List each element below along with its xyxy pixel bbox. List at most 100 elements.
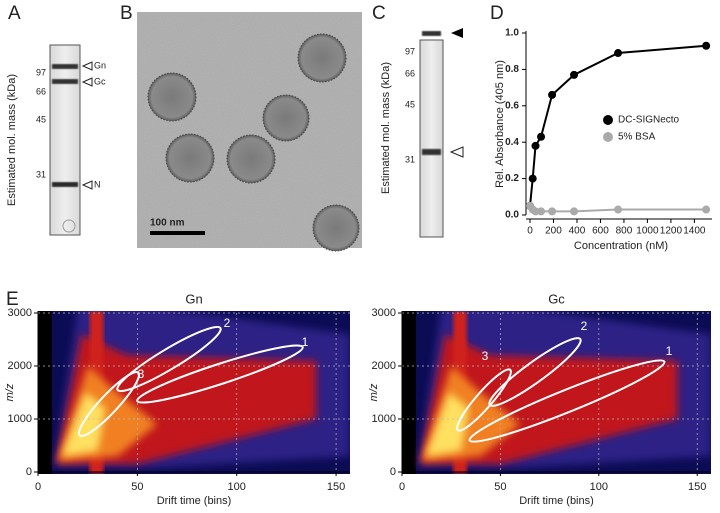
- marker-label: 31: [36, 169, 46, 179]
- data-point: [548, 207, 557, 216]
- marker-label: 66: [405, 68, 415, 78]
- x-tick-label: 150: [688, 481, 706, 493]
- y-tick-label: 0.0: [505, 210, 519, 221]
- region-label: 2: [224, 316, 231, 330]
- data-point: [614, 205, 623, 214]
- virion: [147, 72, 197, 122]
- x-axis-label: Concentration (nM): [574, 240, 668, 252]
- heatmap-dark: [38, 311, 52, 474]
- region-outline: [468, 359, 666, 443]
- heatmap-peak: [425, 392, 469, 457]
- heatmap-peak: [61, 392, 106, 457]
- y-axis-label: Rel. Absorbance (405 nm): [494, 60, 506, 188]
- legend-marker: [603, 115, 613, 125]
- series-line: [529, 44, 707, 206]
- marker-label: 97: [36, 67, 46, 77]
- region-outline: [136, 344, 304, 404]
- data-point: [614, 49, 623, 58]
- legend-marker: [603, 132, 613, 142]
- virion: [165, 133, 215, 183]
- x-tick-label: 400: [569, 226, 586, 237]
- chart-title: Gc: [548, 291, 565, 306]
- marker-label: 97: [405, 46, 415, 56]
- marker-label: 45: [405, 99, 415, 109]
- heatmap-dark: [402, 311, 416, 474]
- panel-letter: B: [120, 3, 133, 24]
- data-point: [537, 132, 546, 141]
- scale-bar-label: 100 nm: [150, 218, 185, 229]
- y-tick-label: 0.2: [505, 173, 519, 184]
- region-label: 2: [581, 319, 588, 333]
- region-label: 3: [138, 367, 145, 381]
- y-tick-label: 0: [26, 466, 32, 478]
- marker-label: 66: [36, 86, 46, 96]
- x-tick-label: 100: [590, 481, 608, 493]
- axis-label: Estimated mol. mass (kDa): [380, 62, 392, 194]
- x-tick-label: 0: [35, 481, 41, 493]
- region-label: 1: [302, 335, 309, 349]
- panel-letter: D: [490, 3, 504, 24]
- y-tick-label: 0: [390, 466, 396, 478]
- x-axis-label: Drift time (bins): [519, 495, 594, 507]
- panel-letter: C: [372, 3, 386, 24]
- region-outline: [116, 325, 222, 393]
- gel-band: [52, 64, 78, 69]
- data-point: [570, 207, 579, 216]
- scale-bar: [150, 231, 205, 235]
- x-tick-label: 150: [327, 481, 345, 493]
- region-outline: [77, 370, 141, 438]
- x-tick-label: 800: [616, 226, 633, 237]
- x-tick-label: 1200: [660, 226, 683, 237]
- panel-letter: E: [6, 289, 19, 310]
- virions: [147, 33, 360, 252]
- data-point: [528, 174, 537, 183]
- y-axis-label: m/z: [4, 383, 16, 401]
- y-tick-label: 1.0: [505, 28, 519, 39]
- y-tick-label: 0.4: [505, 137, 519, 148]
- data-point: [548, 90, 557, 99]
- region-label: 3: [482, 349, 489, 363]
- y-tick-label: 2000: [8, 360, 32, 372]
- heatmap-image: [38, 311, 350, 474]
- y-tick-label: 1000: [372, 413, 396, 425]
- virion: [262, 94, 310, 142]
- x-tick-label: 50: [494, 481, 506, 493]
- panel-letter: A: [8, 3, 21, 24]
- x-tick-label: 100: [228, 481, 246, 493]
- data-point: [570, 70, 579, 79]
- virion: [312, 204, 360, 252]
- x-tick-label: 600: [592, 226, 609, 237]
- heatmap-image: [402, 311, 711, 474]
- x-tick-label: 200: [545, 226, 562, 237]
- y-tick-label: 2000: [372, 360, 396, 372]
- y-tick-label: 1000: [8, 413, 32, 425]
- x-axis-label: Drift time (bins): [157, 495, 232, 507]
- y-tick-label: 3000: [372, 307, 396, 319]
- data-point: [531, 207, 540, 216]
- x-tick-label: 1000: [636, 226, 659, 237]
- chart-title: Gn: [185, 291, 202, 306]
- gel-lane: [419, 39, 444, 238]
- gel-band: [52, 182, 78, 187]
- y-axis-label: m/z: [368, 383, 380, 401]
- x-tick-label: 0: [399, 481, 405, 493]
- gel-band: [52, 79, 78, 84]
- x-tick-label: 1400: [683, 226, 706, 237]
- gel-band: [422, 149, 441, 155]
- axis-label: Estimated mol. mass (kDa): [6, 74, 18, 206]
- band-label: N: [94, 179, 101, 189]
- y-tick-label: 0.8: [505, 64, 519, 75]
- data-point: [531, 141, 540, 150]
- band-arrow: [449, 146, 464, 158]
- legend-label: DC-SIGNecto: [618, 115, 680, 126]
- gel-band: [422, 31, 441, 36]
- band-arrow: [81, 61, 93, 190]
- data-point: [702, 205, 711, 214]
- gel-lane: [49, 44, 81, 236]
- data-point: [537, 207, 546, 216]
- band-arrow: [451, 28, 463, 38]
- data-point: [702, 41, 711, 50]
- y-tick-label: 0.6: [505, 100, 519, 111]
